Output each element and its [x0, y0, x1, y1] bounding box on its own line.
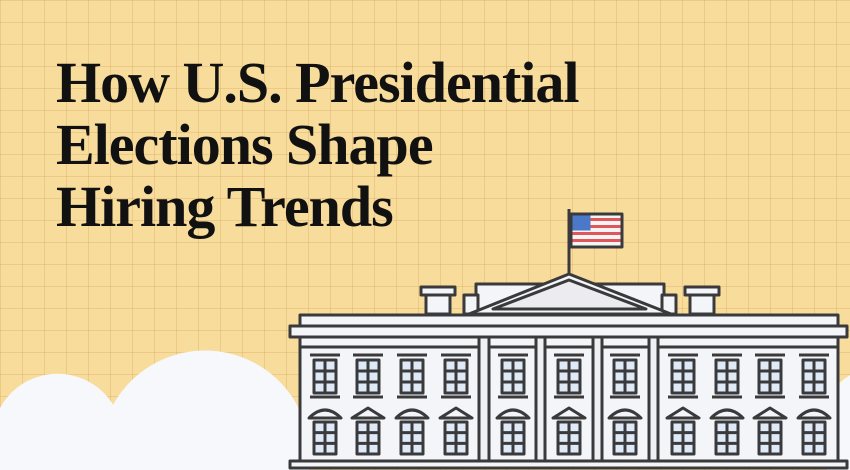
window-pediment: [551, 406, 587, 420]
window-pediment: [438, 406, 474, 420]
windows: [307, 353, 832, 456]
window-arch: [394, 408, 430, 420]
window-pediment: [350, 406, 386, 420]
title-line-3: Hiring Trends: [56, 174, 394, 239]
window-pediment: [665, 406, 701, 420]
window-arch: [307, 408, 343, 420]
us-flag-icon: [569, 212, 624, 249]
page-title: How U.S. Presidential Elections Shape Hi…: [56, 52, 579, 238]
cloud-icon: [0, 350, 850, 470]
window-arch: [495, 408, 531, 420]
window-pediment: [752, 406, 788, 420]
window-arch: [607, 408, 643, 420]
columns: [477, 335, 660, 463]
title-line-2: Elections Shape: [56, 112, 434, 177]
window-arch: [709, 408, 745, 420]
window-arch: [796, 408, 832, 420]
title-line-1: How U.S. Presidential: [56, 50, 579, 115]
white-house-icon: [288, 209, 849, 470]
